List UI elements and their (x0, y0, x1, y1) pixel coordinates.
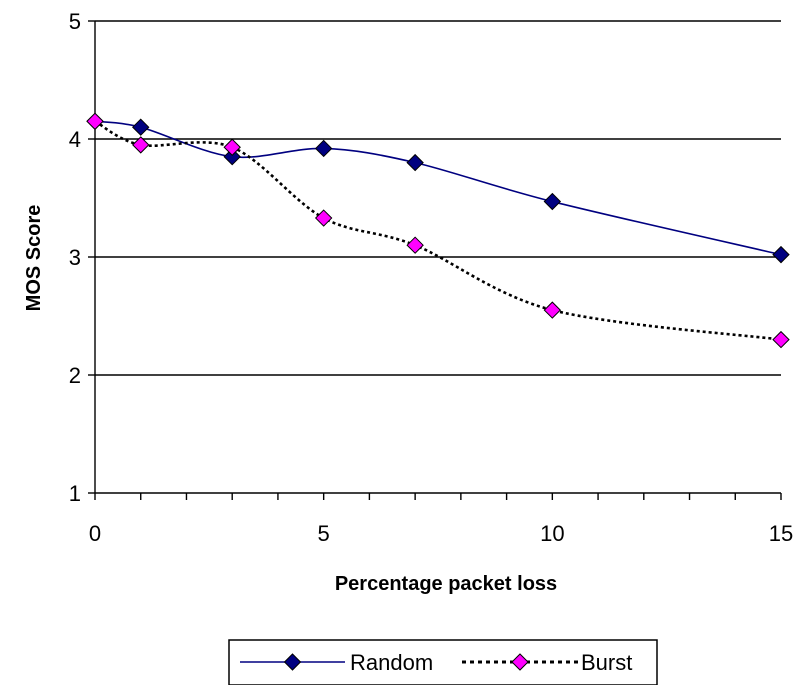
legend-label-burst: Burst (581, 650, 632, 675)
data-point-burst (407, 237, 423, 253)
y-tick-label: 4 (69, 127, 81, 152)
x-tick-label: 0 (89, 521, 101, 546)
data-point-random (133, 119, 149, 135)
data-point-burst (224, 139, 240, 155)
tick-labels: 1 2 3 4 5 0 5 10 15 (69, 9, 793, 546)
y-tick-label: 2 (69, 363, 81, 388)
x-tick-label: 5 (318, 521, 330, 546)
data-point-burst (87, 113, 103, 129)
data-point-burst (773, 332, 789, 348)
data-point-burst (544, 302, 560, 318)
y-tick-label: 5 (69, 9, 81, 34)
y-axis-title: MOS Score (23, 205, 45, 312)
x-tick-label: 15 (769, 521, 793, 546)
data-point-random (773, 247, 789, 263)
axes (88, 21, 781, 500)
x-axis-title: Percentage packet loss (335, 573, 557, 595)
y-tick-label: 3 (69, 245, 81, 270)
data-point-random (407, 155, 423, 171)
y-tick-label: 1 (69, 481, 81, 506)
gridlines (95, 21, 781, 375)
legend: Random Burst (229, 640, 657, 685)
data-point-random (316, 140, 332, 156)
plot-area (87, 113, 789, 347)
x-tick-label: 10 (540, 521, 564, 546)
data-point-burst (316, 210, 332, 226)
data-point-random (544, 194, 560, 210)
legend-label-random: Random (350, 650, 433, 675)
